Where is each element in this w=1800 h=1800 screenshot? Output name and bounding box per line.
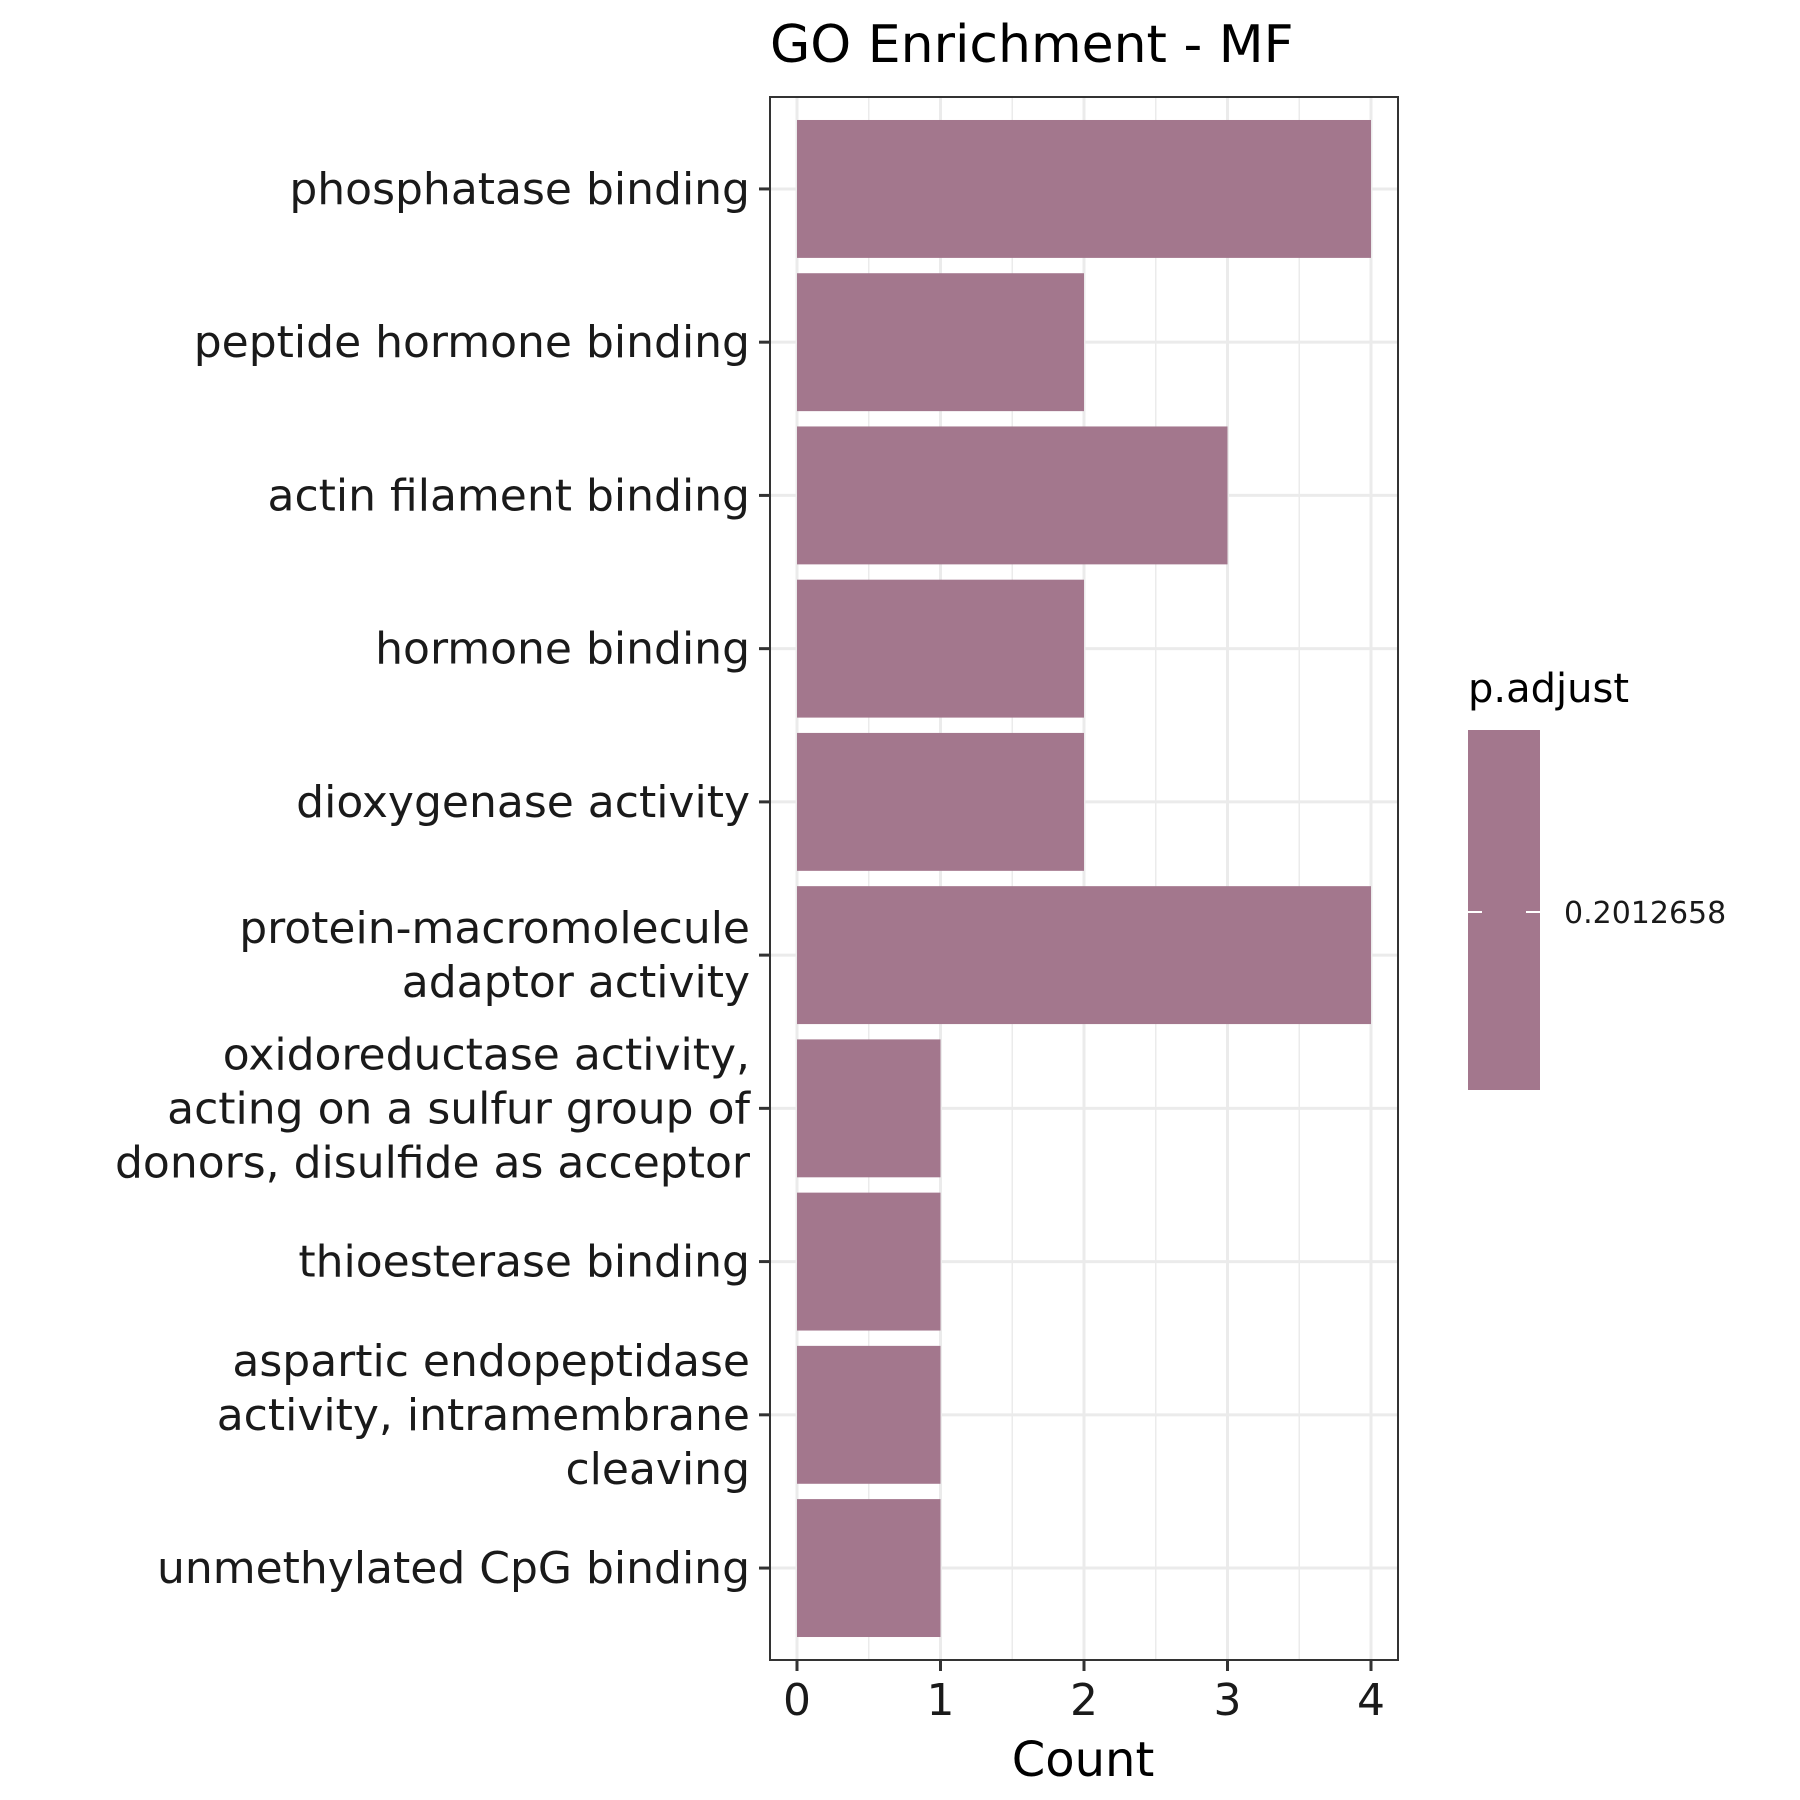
y-tick-label: hormone binding [375,624,750,675]
y-tick-label-line: phosphatase binding [289,164,750,215]
x-tick-label: 3 [1214,1675,1242,1726]
y-tick-label-line: oxidoreductase activity, [223,1029,750,1080]
y-tick-label-line: hormone binding [375,624,750,675]
x-tick-label: 1 [927,1675,955,1726]
bar [797,732,1084,871]
y-tick-label: dioxygenase activity [296,777,750,828]
bar [797,119,1371,258]
y-tick-label-line: peptide hormone binding [194,317,750,368]
y-tick-label: phosphatase binding [289,164,750,215]
y-tick-label-line: dioxygenase activity [296,777,750,828]
x-tick-label: 4 [1357,1675,1385,1726]
plot-panel: phosphatase binding peptide hormone bindi… [115,96,1399,1726]
chart-title: GO Enrichment - MF [770,15,1294,75]
x-tick-label: 0 [783,1675,811,1726]
y-tick-label-line: cleaving [565,1444,750,1495]
y-tick-label: unmethylated CpG binding [157,1543,750,1594]
y-tick-label: aspartic endopeptidase activity, intramem… [217,1336,750,1495]
y-tick-label-line: thioesterase binding [298,1237,750,1288]
y-tick-label: protein-macromolecule adaptor activity [239,903,750,1008]
y-tick-label-line: adaptor activity [402,957,750,1008]
bar [797,579,1084,718]
legend-colorbar [1468,730,1540,1090]
y-tick-label-line: actin filament binding [268,470,750,521]
legend-title: p.adjust [1468,666,1629,712]
y-tick-label: actin filament binding [268,470,750,521]
bar [797,273,1084,412]
y-tick-label: thioesterase binding [298,1237,750,1288]
y-tick-label-line: donors, disulfide as acceptor [115,1137,751,1188]
legend: p.adjust 0.2012658 [1468,666,1726,1090]
y-tick-label-line: protein-macromolecule [239,903,750,954]
x-tick-label: 2 [1070,1675,1098,1726]
x-axis-label: Count [1012,1732,1155,1788]
legend-label: 0.2012658 [1564,896,1726,931]
bar [797,1192,941,1331]
y-tick-label-line: unmethylated CpG binding [157,1543,750,1594]
y-tick-label: oxidoreductase activity, acting on a sulf… [115,1029,752,1188]
bar [797,1499,941,1638]
y-tick-label-line: aspartic endopeptidase [232,1336,750,1387]
y-tick-label-line: acting on a sulfur group of [167,1083,751,1134]
bar [797,1345,941,1484]
y-tick-label: peptide hormone binding [194,317,750,368]
y-tick-label-line: activity, intramembrane [217,1390,750,1441]
bar [797,426,1228,565]
bar [797,1039,941,1178]
bar [797,886,1371,1025]
